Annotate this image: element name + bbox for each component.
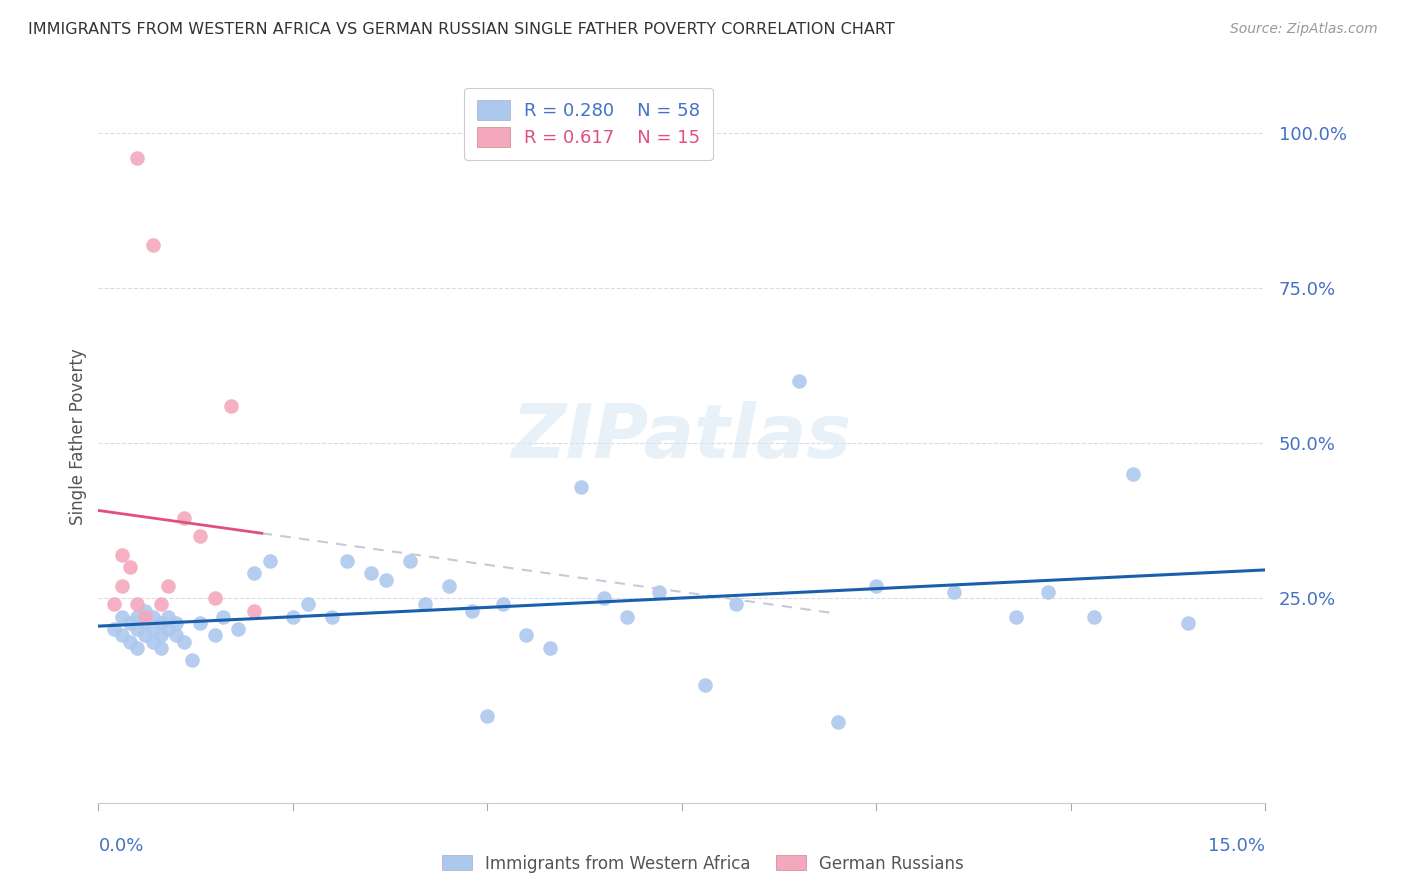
Point bbox=[725, 598, 748, 612]
Point bbox=[127, 151, 149, 165]
Point bbox=[695, 678, 717, 692]
Point bbox=[219, 399, 242, 413]
Point bbox=[134, 628, 156, 642]
Point bbox=[515, 628, 537, 642]
Point bbox=[103, 598, 125, 612]
Point bbox=[1177, 615, 1199, 630]
Point bbox=[1122, 467, 1144, 482]
Point bbox=[259, 554, 281, 568]
Point bbox=[827, 715, 849, 730]
Point bbox=[398, 554, 420, 568]
Point bbox=[149, 640, 172, 655]
Point bbox=[157, 579, 180, 593]
Point bbox=[127, 610, 149, 624]
Point bbox=[111, 579, 134, 593]
Point bbox=[127, 598, 149, 612]
Point bbox=[111, 628, 134, 642]
Point bbox=[134, 610, 156, 624]
Point bbox=[593, 591, 616, 606]
Point bbox=[1005, 610, 1028, 624]
Point bbox=[165, 615, 187, 630]
Point bbox=[321, 610, 343, 624]
Point bbox=[360, 566, 382, 581]
Point bbox=[1083, 610, 1105, 624]
Point bbox=[142, 610, 165, 624]
Text: Source: ZipAtlas.com: Source: ZipAtlas.com bbox=[1230, 22, 1378, 37]
Point bbox=[173, 634, 195, 648]
Text: 15.0%: 15.0% bbox=[1208, 837, 1265, 855]
Point bbox=[281, 610, 304, 624]
Point bbox=[297, 598, 319, 612]
Point bbox=[413, 598, 436, 612]
Point bbox=[173, 510, 195, 524]
Point bbox=[243, 604, 266, 618]
Point bbox=[461, 604, 484, 618]
Point bbox=[127, 622, 149, 636]
Point bbox=[118, 560, 141, 574]
Point bbox=[142, 238, 165, 252]
Point bbox=[437, 579, 460, 593]
Point bbox=[142, 622, 165, 636]
Point bbox=[204, 628, 226, 642]
Point bbox=[204, 591, 226, 606]
Text: IMMIGRANTS FROM WESTERN AFRICA VS GERMAN RUSSIAN SINGLE FATHER POVERTY CORRELATI: IMMIGRANTS FROM WESTERN AFRICA VS GERMAN… bbox=[28, 22, 894, 37]
Point bbox=[103, 622, 125, 636]
Point bbox=[477, 709, 499, 723]
Point bbox=[492, 598, 515, 612]
Point bbox=[127, 640, 149, 655]
Point bbox=[538, 640, 561, 655]
Point bbox=[142, 634, 165, 648]
Point bbox=[149, 598, 172, 612]
Point bbox=[157, 622, 180, 636]
Point bbox=[188, 615, 211, 630]
Point bbox=[180, 653, 202, 667]
Point bbox=[157, 610, 180, 624]
Point bbox=[118, 634, 141, 648]
Y-axis label: Single Father Poverty: Single Father Poverty bbox=[69, 349, 87, 525]
Point bbox=[149, 628, 172, 642]
Point bbox=[616, 610, 638, 624]
Point bbox=[212, 610, 235, 624]
Point bbox=[787, 374, 810, 388]
Point bbox=[243, 566, 266, 581]
Point bbox=[375, 573, 398, 587]
Point bbox=[134, 604, 156, 618]
Point bbox=[111, 548, 134, 562]
Legend: Immigrants from Western Africa, German Russians: Immigrants from Western Africa, German R… bbox=[436, 848, 970, 880]
Point bbox=[336, 554, 359, 568]
Point bbox=[865, 579, 887, 593]
Point bbox=[134, 615, 156, 630]
Point bbox=[118, 615, 141, 630]
Point bbox=[111, 610, 134, 624]
Point bbox=[188, 529, 211, 543]
Point bbox=[228, 622, 250, 636]
Point bbox=[943, 585, 966, 599]
Point bbox=[569, 480, 592, 494]
Point bbox=[165, 628, 187, 642]
Legend: R = 0.280    N = 58, R = 0.617    N = 15: R = 0.280 N = 58, R = 0.617 N = 15 bbox=[464, 87, 713, 160]
Point bbox=[149, 615, 172, 630]
Text: 0.0%: 0.0% bbox=[98, 837, 143, 855]
Text: ZIPatlas: ZIPatlas bbox=[512, 401, 852, 474]
Point bbox=[1036, 585, 1059, 599]
Point bbox=[647, 585, 669, 599]
